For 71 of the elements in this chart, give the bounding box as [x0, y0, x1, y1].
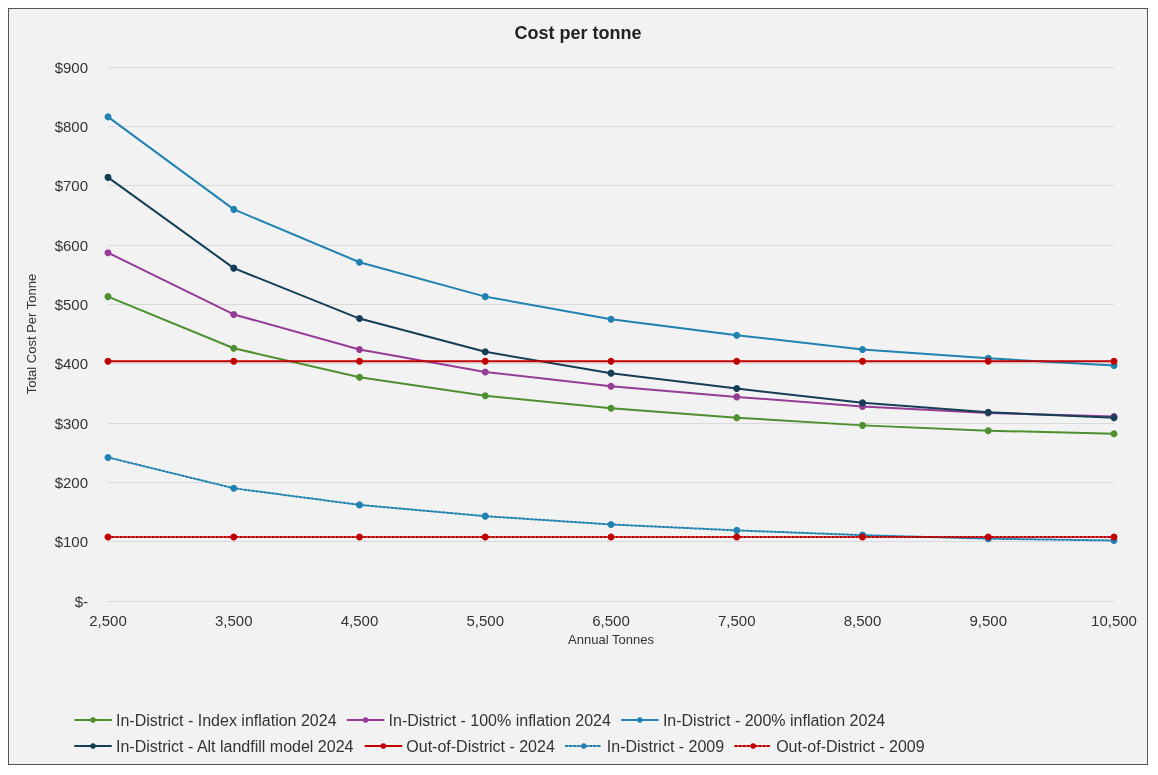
point	[104, 453, 112, 461]
point	[230, 310, 238, 318]
point	[733, 385, 741, 393]
point	[733, 357, 741, 365]
y-axis-title: Total Cost Per Tonne	[24, 273, 39, 395]
point	[230, 484, 238, 492]
y-tick-label: $500	[54, 295, 88, 313]
point	[859, 345, 866, 353]
point	[607, 382, 615, 390]
x-axis-title: Annual Tonnes	[568, 632, 655, 647]
point	[230, 344, 238, 352]
legend-label: In-District - 200% inflation 2024	[662, 711, 886, 729]
y-tick-label: $200	[54, 473, 88, 491]
point	[230, 205, 238, 213]
point	[104, 249, 112, 257]
legend-label: In-District - Index inflation 2024	[116, 711, 337, 729]
y-tick-label: $-	[74, 592, 88, 610]
x-tick-label: 6,500	[592, 612, 630, 629]
y-tick-label: $400	[54, 355, 88, 373]
point	[104, 357, 112, 365]
point	[481, 348, 489, 356]
point	[356, 373, 363, 381]
y-tick-label: $900	[54, 58, 88, 76]
y-tick-label: $100	[54, 533, 88, 551]
point	[1110, 430, 1118, 438]
point	[356, 258, 363, 266]
point	[733, 331, 741, 339]
point	[230, 533, 238, 541]
point	[481, 357, 489, 365]
point	[230, 264, 238, 272]
point	[104, 293, 112, 301]
point	[1110, 357, 1118, 365]
chart-title: Cost per tonne	[514, 23, 642, 43]
x-tick-label: 4,500	[340, 612, 379, 629]
x-tick-label: 9,500	[969, 612, 1008, 629]
point	[481, 368, 489, 376]
legend-label: In-District - 2009	[606, 737, 725, 755]
point	[607, 357, 615, 365]
point	[733, 393, 741, 401]
x-tick-label: 2,500	[89, 612, 127, 629]
point	[104, 173, 112, 181]
point	[481, 512, 489, 520]
point	[733, 533, 741, 541]
point	[356, 533, 363, 541]
x-tick-label: 5,500	[466, 612, 505, 629]
x-tick-label: 8,500	[843, 612, 882, 629]
x-tick-label: 3,500	[214, 612, 253, 629]
point	[733, 526, 741, 534]
y-tick-label: $700	[54, 177, 88, 195]
point	[356, 357, 363, 365]
legend-label: Out-of-District - 2024	[406, 737, 555, 755]
legend-label: Out-of-District - 2009	[776, 737, 925, 755]
point	[356, 315, 363, 323]
point	[230, 357, 238, 365]
legend-label: In-District - 100% inflation 2024	[388, 711, 611, 729]
y-tick-label: $600	[54, 236, 88, 254]
point	[607, 520, 615, 528]
point	[356, 345, 363, 353]
point	[356, 501, 363, 509]
point	[481, 533, 489, 541]
point	[481, 293, 489, 301]
y-tick-label: $300	[54, 414, 88, 432]
point	[859, 357, 866, 365]
point	[733, 414, 741, 422]
x-tick-label: 7,500	[717, 612, 756, 629]
point	[481, 392, 489, 400]
y-tick-label: $800	[54, 117, 88, 135]
legend-label: In-District - Alt landfill model 2024	[116, 737, 354, 755]
point	[984, 427, 992, 435]
x-tick-label: 10,500	[1091, 612, 1137, 629]
point	[859, 421, 866, 429]
